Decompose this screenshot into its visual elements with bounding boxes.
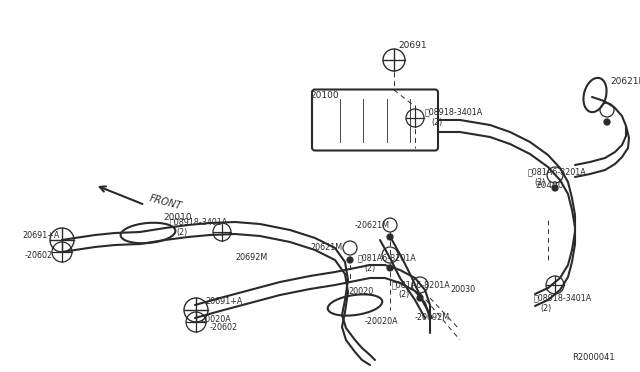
Circle shape [387,265,393,271]
Text: -20602: -20602 [25,250,53,260]
Text: 20621M: 20621M [310,244,342,253]
FancyBboxPatch shape [312,90,438,151]
Text: 20020: 20020 [348,288,373,296]
Text: -20602: -20602 [210,324,238,333]
Text: ⓝ08918-3401A: ⓝ08918-3401A [170,218,228,227]
Text: (2): (2) [398,291,409,299]
Circle shape [417,295,423,301]
Text: ⓝ08918-3401A: ⓝ08918-3401A [534,294,592,302]
Text: -20020A: -20020A [365,317,399,327]
Text: 20691+A: 20691+A [205,298,243,307]
Circle shape [387,234,393,240]
Text: Ⓑ081A6-8201A: Ⓑ081A6-8201A [392,280,451,289]
Circle shape [604,119,610,125]
Text: 20030: 20030 [450,285,475,295]
Text: (2): (2) [540,304,551,312]
Text: (2): (2) [431,118,442,126]
Text: -20692M: -20692M [415,314,450,323]
Text: 20692M: 20692M [235,253,268,263]
Text: 20400: 20400 [535,180,563,189]
Circle shape [347,257,353,263]
Text: (2): (2) [176,228,188,237]
Text: 20691+A: 20691+A [22,231,60,240]
Text: 20020A: 20020A [200,315,231,324]
Text: 20691: 20691 [398,41,427,49]
Text: R2000041: R2000041 [572,353,615,362]
Text: ⓝ08918-3401A: ⓝ08918-3401A [425,108,483,116]
Circle shape [552,185,558,191]
Text: (2): (2) [534,177,545,186]
Text: -20621M: -20621M [355,221,390,230]
Text: 20100: 20100 [310,90,339,99]
Text: (2): (2) [364,263,375,273]
Text: Ⓑ081A6-8201A: Ⓑ081A6-8201A [358,253,417,263]
Text: 20621M: 20621M [610,77,640,87]
Text: 20010: 20010 [163,214,191,222]
Text: Ⓑ081A6-8201A: Ⓑ081A6-8201A [528,167,587,176]
Text: FRONT: FRONT [148,193,182,211]
